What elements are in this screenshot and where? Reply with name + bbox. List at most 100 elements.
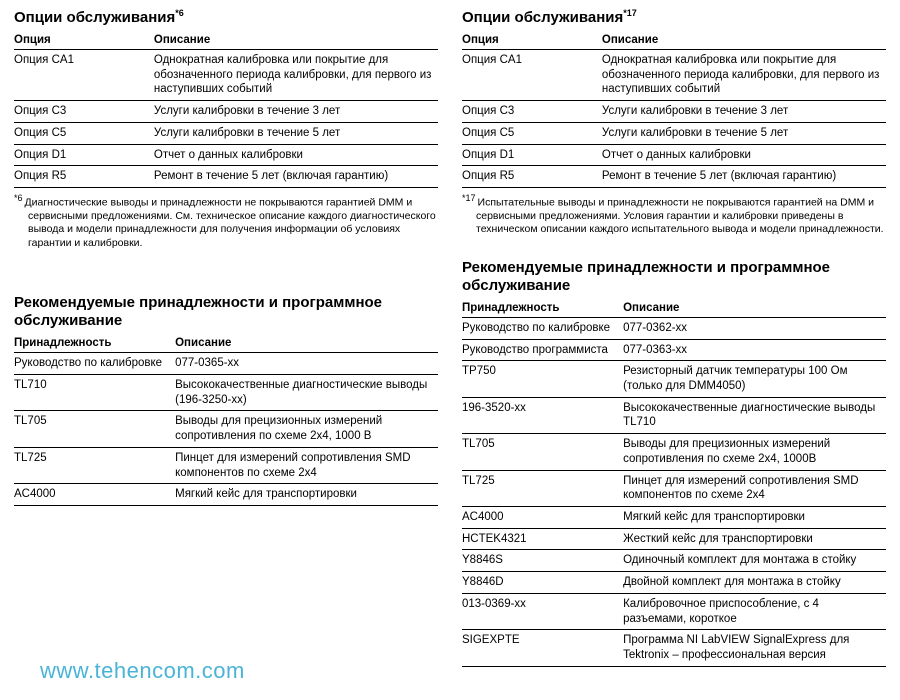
col-header: Описание bbox=[602, 31, 886, 50]
table-row: TL705Выводы для прецизионных измерений с… bbox=[462, 434, 886, 470]
title-ref: *6 bbox=[175, 8, 184, 18]
cell: Программа NI LabVIEW SignalExpress для T… bbox=[623, 630, 886, 666]
table-row: Опция CA1Однократная калибровка или покр… bbox=[14, 50, 438, 101]
table-row: SIGEXPTEПрограмма NI LabVIEW SignalExpre… bbox=[462, 630, 886, 666]
cell: 077-0365-xx bbox=[175, 353, 438, 375]
table-row: AC4000Мягкий кейс для транспортировки bbox=[462, 507, 886, 529]
cell: Услуги калибровки в течение 3 лет bbox=[602, 101, 886, 123]
cell: Выводы для прецизионных измерений сопрот… bbox=[175, 411, 438, 447]
cell: Одиночный комплект для монтажа в стойку bbox=[623, 550, 886, 572]
cell: 013-0369-xx bbox=[462, 593, 623, 629]
table-row: 196-3520-xxВысококачественные диагностич… bbox=[462, 397, 886, 433]
table-row: Руководство по калибровке077-0362-xx bbox=[462, 317, 886, 339]
left-column: Опции обслуживания*6 Опция Описание Опци… bbox=[14, 6, 438, 700]
watermark: www.tehencom.com bbox=[40, 658, 245, 684]
table-row: AC4000Мягкий кейс для транспортировки bbox=[14, 484, 438, 506]
table-row: Опция D1Отчет о данных калибровки bbox=[462, 144, 886, 166]
cell: Отчет о данных калибровки bbox=[154, 144, 438, 166]
spacer bbox=[14, 250, 438, 292]
table-header-row: Принадлежность Описание bbox=[462, 299, 886, 318]
cell: Ремонт в течение 5 лет (включая гарантию… bbox=[154, 166, 438, 188]
cell: Опция C5 bbox=[14, 122, 154, 144]
right-column: Опции обслуживания*17 Опция Описание Опц… bbox=[462, 6, 886, 700]
cell: Ремонт в течение 5 лет (включая гарантию… bbox=[602, 166, 886, 188]
cell: Мягкий кейс для транспортировки bbox=[175, 484, 438, 506]
cell: Опция C5 bbox=[462, 122, 602, 144]
table-row: TL710Высококачественные диагностические … bbox=[14, 375, 438, 411]
cell: Опция C3 bbox=[462, 101, 602, 123]
table-row: Y8846DДвойной комплект для монтажа в сто… bbox=[462, 572, 886, 594]
cell: TP750 bbox=[462, 361, 623, 397]
right-accessories-title: Рекомендуемые принадлежности и программн… bbox=[462, 259, 886, 295]
table-row: Опция D1Отчет о данных калибровки bbox=[14, 144, 438, 166]
cell: Высококачественные диагностические вывод… bbox=[175, 375, 438, 411]
cell: TL705 bbox=[462, 434, 623, 470]
cell: Однократная калибровка или покрытие для … bbox=[154, 50, 438, 101]
col-header: Опция bbox=[14, 31, 154, 50]
col-header: Принадлежность bbox=[462, 299, 623, 318]
cell: 077-0363-xx bbox=[623, 339, 886, 361]
cell: Опция D1 bbox=[462, 144, 602, 166]
table-row: Опция C3Услуги калибровки в течение 3 ле… bbox=[14, 101, 438, 123]
cell: Отчет о данных калибровки bbox=[602, 144, 886, 166]
table-row: TL725Пинцет для измерений сопротивления … bbox=[14, 447, 438, 483]
cell: Опция CA1 bbox=[462, 50, 602, 101]
cell: Однократная калибровка или покрытие для … bbox=[602, 50, 886, 101]
table-row: Опция CA1Однократная калибровка или покр… bbox=[462, 50, 886, 101]
col-header: Описание bbox=[175, 334, 438, 353]
title-ref: *17 bbox=[623, 8, 637, 18]
table-row: TL705Выводы для прецизионных измерений с… bbox=[14, 411, 438, 447]
col-header: Описание bbox=[623, 299, 886, 318]
page: Опции обслуживания*6 Опция Описание Опци… bbox=[0, 0, 900, 700]
table-row: TP750Резисторный датчик температуры 100 … bbox=[462, 361, 886, 397]
left-accessories-title: Рекомендуемые принадлежности и программн… bbox=[14, 294, 438, 330]
cell: 196-3520-xx bbox=[462, 397, 623, 433]
table-row: HCTEK4321Жесткий кейс для транспортировк… bbox=[462, 528, 886, 550]
footnote-text: Испытательные выводы и принадлежности не… bbox=[476, 197, 884, 236]
cell: Y8846D bbox=[462, 572, 623, 594]
cell: 077-0362-xx bbox=[623, 317, 886, 339]
table-row: Опция C5Услуги калибровки в течение 5 ле… bbox=[462, 122, 886, 144]
table-row: 013-0369-xxКалибровочное приспособление,… bbox=[462, 593, 886, 629]
left-service-title: Опции обслуживания*6 bbox=[14, 8, 438, 27]
right-accessories-table: Принадлежность Описание Руководство по к… bbox=[462, 299, 886, 667]
cell: AC4000 bbox=[14, 484, 175, 506]
table-row: Руководство по калибровке077-0365-xx bbox=[14, 353, 438, 375]
cell: Мягкий кейс для транспортировки bbox=[623, 507, 886, 529]
cell: Услуги калибровки в течение 3 лет bbox=[154, 101, 438, 123]
title-text: Опции обслуживания bbox=[14, 9, 175, 26]
col-header: Описание bbox=[154, 31, 438, 50]
left-service-footnote: *6Диагностические выводы и принадлежност… bbox=[14, 193, 438, 250]
cell: HCTEK4321 bbox=[462, 528, 623, 550]
cell: Высококачественные диагностические вывод… bbox=[623, 397, 886, 433]
table-row: Опция R5Ремонт в течение 5 лет (включая … bbox=[14, 166, 438, 188]
table-row: Опция C3Услуги калибровки в течение 3 ле… bbox=[462, 101, 886, 123]
table-header-row: Опция Описание bbox=[14, 31, 438, 50]
cell: TL710 bbox=[14, 375, 175, 411]
cell: SIGEXPTE bbox=[462, 630, 623, 666]
cell: Опция R5 bbox=[14, 166, 154, 188]
col-header: Опция bbox=[462, 31, 602, 50]
cell: AC4000 bbox=[462, 507, 623, 529]
cell: Двойной комплект для монтажа в стойку bbox=[623, 572, 886, 594]
cell: Опция R5 bbox=[462, 166, 602, 188]
cell: TL725 bbox=[14, 447, 175, 483]
left-service-table: Опция Описание Опция CA1Однократная кали… bbox=[14, 31, 438, 188]
cell: Жесткий кейс для транспортировки bbox=[623, 528, 886, 550]
footnote-ref: *17 bbox=[462, 193, 476, 203]
cell: Опция D1 bbox=[14, 144, 154, 166]
cell: Y8846S bbox=[462, 550, 623, 572]
cell: Опция C3 bbox=[14, 101, 154, 123]
cell: Резисторный датчик температуры 100 Ом (т… bbox=[623, 361, 886, 397]
table-row: Опция R5Ремонт в течение 5 лет (включая … bbox=[462, 166, 886, 188]
title-text: Опции обслуживания bbox=[462, 9, 623, 26]
table-header-row: Опция Описание bbox=[462, 31, 886, 50]
cell: Калибровочное приспособление, с 4 разъем… bbox=[623, 593, 886, 629]
right-service-table: Опция Описание Опция CA1Однократная кали… bbox=[462, 31, 886, 188]
table-row: TL725Пинцет для измерений сопротивления … bbox=[462, 470, 886, 506]
cell: Пинцет для измерений сопротивления SMD к… bbox=[623, 470, 886, 506]
cell: Пинцет для измерений сопротивления SMD к… bbox=[175, 447, 438, 483]
cell: Услуги калибровки в течение 5 лет bbox=[154, 122, 438, 144]
cell: Услуги калибровки в течение 5 лет bbox=[602, 122, 886, 144]
cell: Руководство по калибровке bbox=[14, 353, 175, 375]
